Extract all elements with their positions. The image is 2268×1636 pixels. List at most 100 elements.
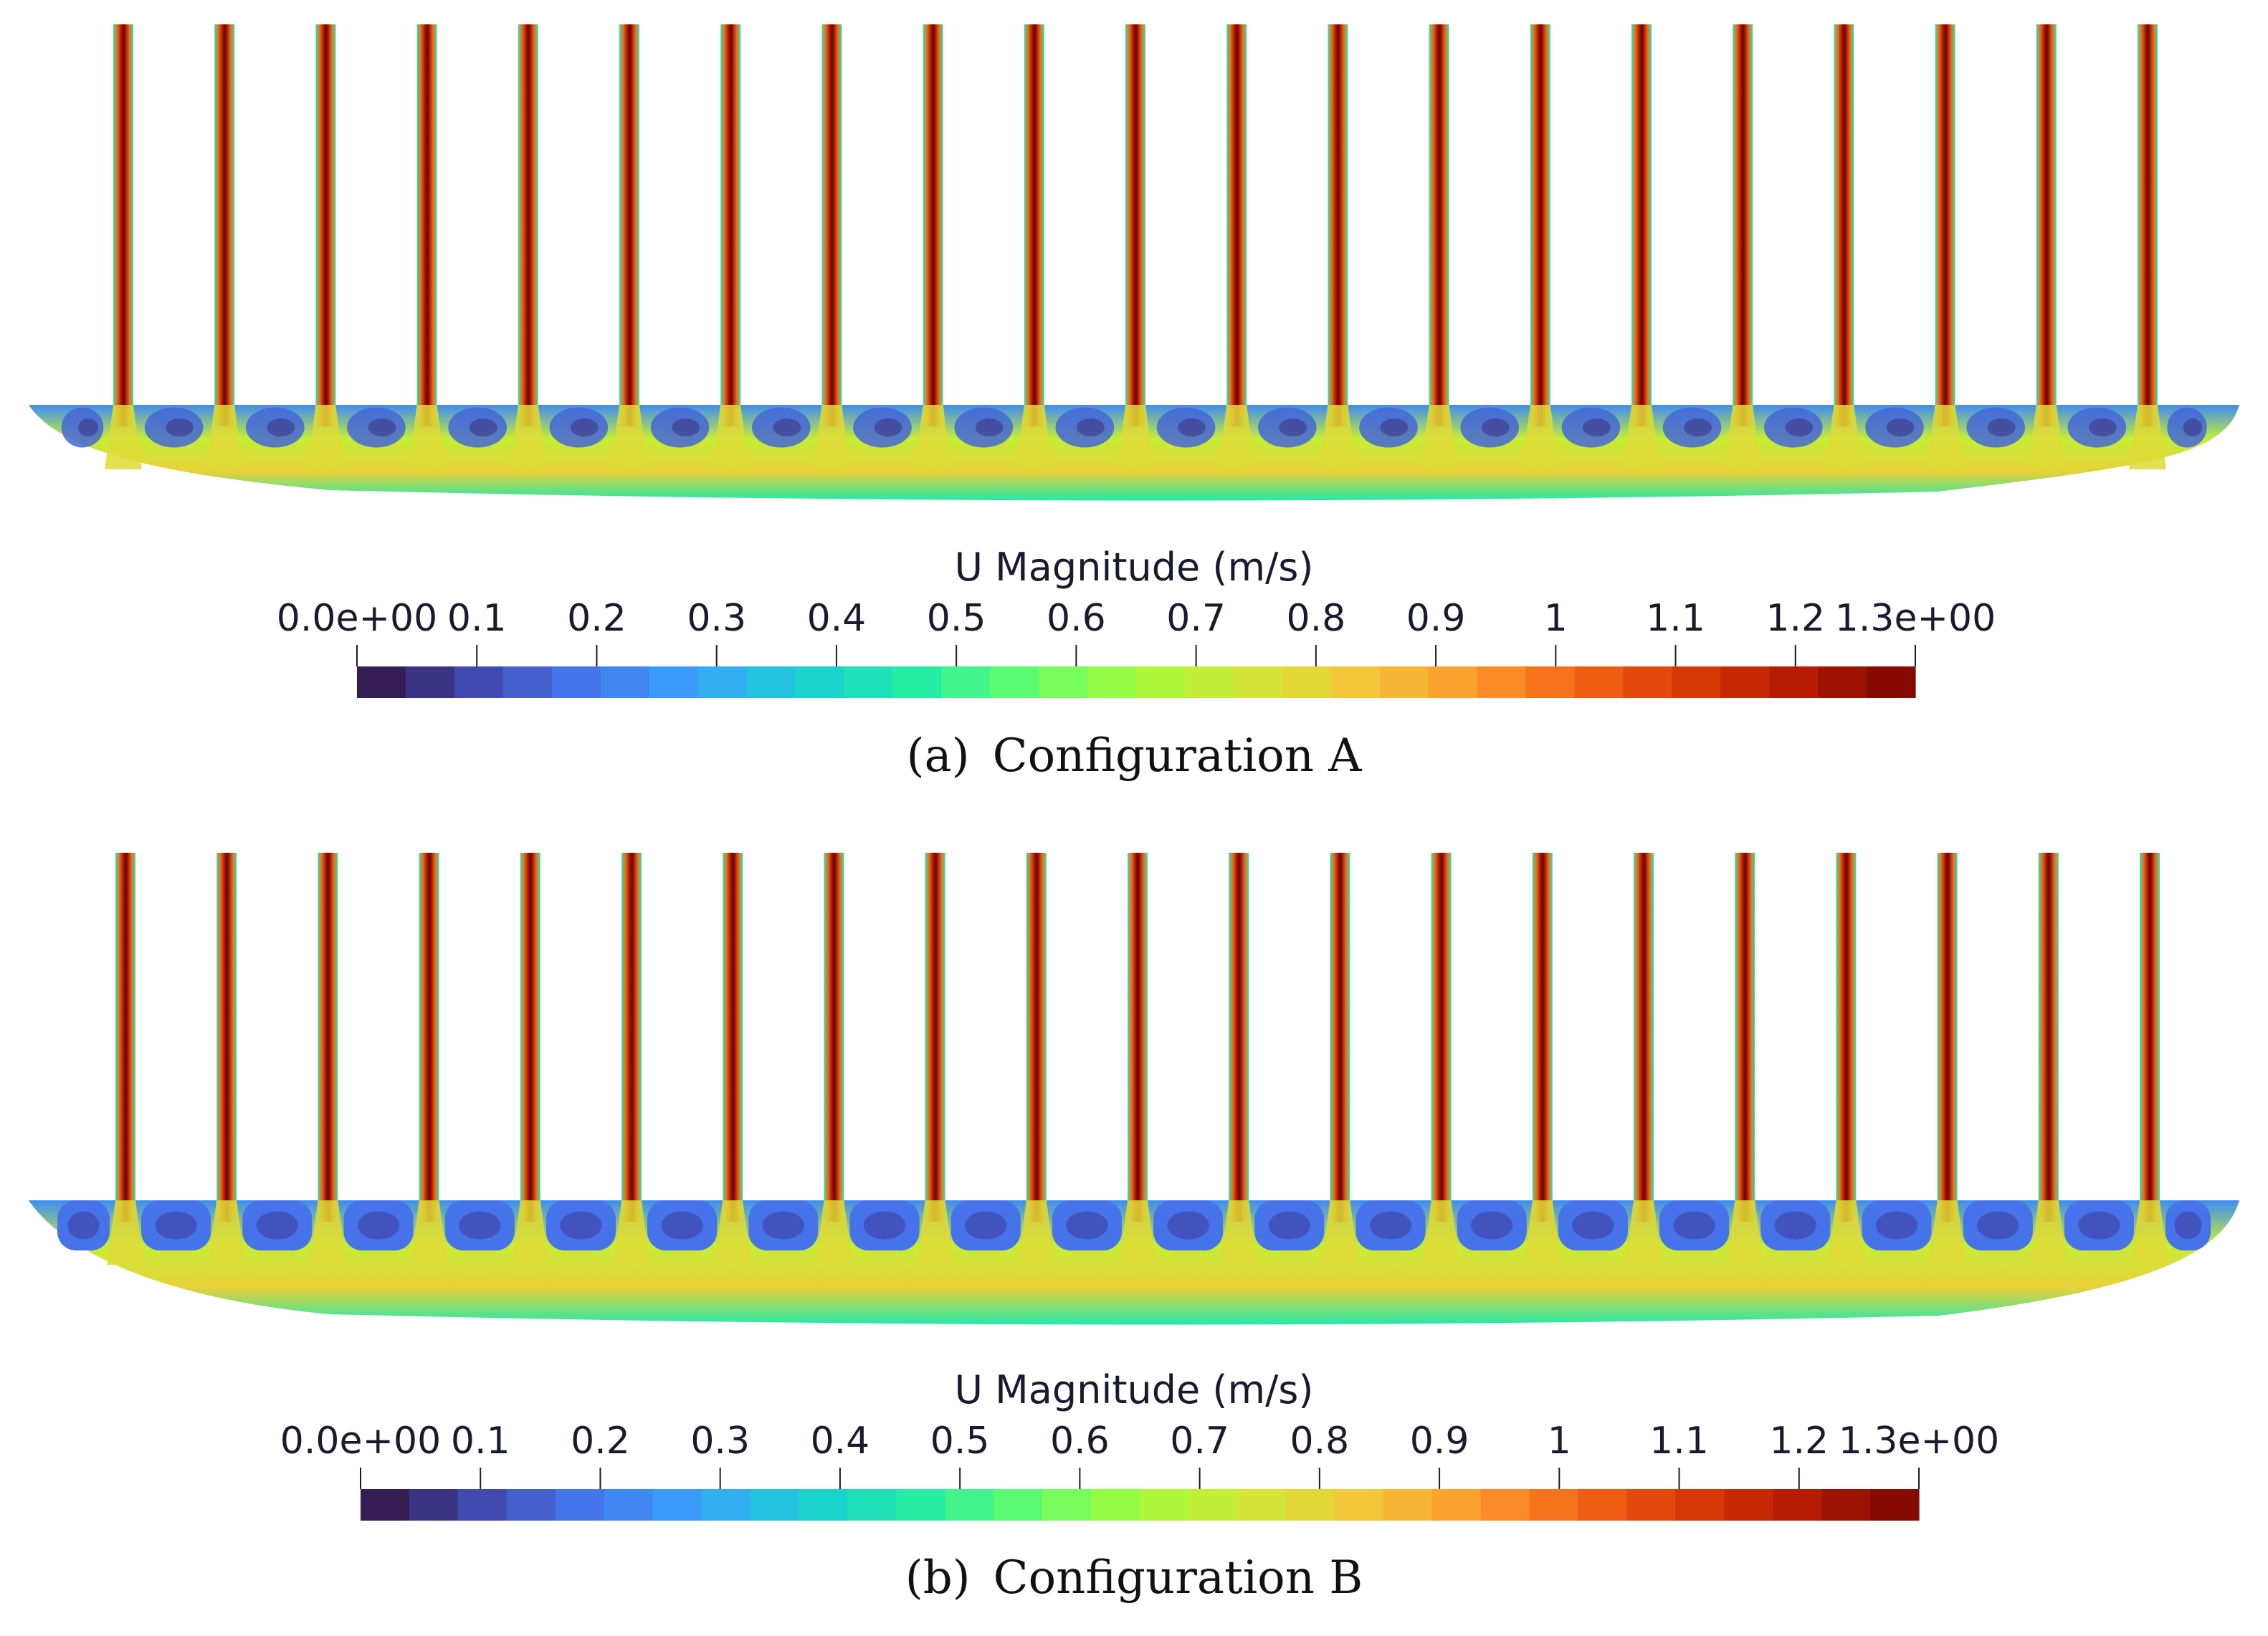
- vortex-core: [1369, 1211, 1412, 1240]
- tube-13: [1328, 24, 1348, 426]
- colorbar-band: [409, 1489, 459, 1521]
- tube-5: [520, 853, 540, 1222]
- colorbar-band: [1042, 1489, 1092, 1521]
- vortex-core: [570, 418, 599, 437]
- jet-plume-8: [815, 1200, 853, 1265]
- jet-plume-2: [208, 1200, 246, 1265]
- vortex-core: [368, 418, 396, 437]
- colorbar-band: [1769, 666, 1819, 698]
- vortex-core: [2174, 1211, 2202, 1240]
- tube-13: [1330, 853, 1350, 1222]
- colorbar-band: [1477, 666, 1527, 698]
- vortex-core: [874, 418, 902, 437]
- colorbar-tick-label: 0.8: [1290, 1420, 1349, 1463]
- vortex-core: [357, 1211, 400, 1240]
- colorbar-band: [1818, 666, 1867, 698]
- velocity-field-a: U Magnitude (m/s) 0.0e+00 0.1 0.2 0.3 0.4 0.5…: [29, 24, 2239, 698]
- colorbar-tick-label: 1.3e+00: [1839, 1420, 1999, 1463]
- colorbar-band: [1672, 666, 1721, 698]
- colorbar-band: [1233, 666, 1283, 698]
- tube-4: [416, 24, 437, 426]
- vortex-core: [1279, 418, 1307, 437]
- colorbar-band: [697, 666, 748, 698]
- colorbar-tick-label: 0.1: [447, 597, 507, 640]
- vortex-core: [560, 1211, 602, 1240]
- jet-plume-6: [611, 405, 648, 469]
- jet-plume-10: [1017, 1200, 1055, 1265]
- colorbar-tick-label: 0.5: [930, 1420, 990, 1463]
- tube-10: [1024, 24, 1044, 426]
- colorbar-band: [1285, 1489, 1335, 1521]
- colorbar-band: [1184, 666, 1234, 698]
- colorbar-band: [1821, 1489, 1871, 1521]
- colorbar-band: [1330, 666, 1381, 698]
- colorbar-tick-label: 0.3: [690, 1420, 750, 1463]
- tube-7: [723, 853, 743, 1222]
- tube-19: [1935, 24, 1955, 426]
- vortex-core: [1380, 418, 1409, 437]
- colorbar-band: [551, 666, 601, 698]
- colorbar-tick-label: 1.1: [1649, 1420, 1709, 1463]
- colorbar-tick-label: 0.0e+00: [277, 597, 437, 640]
- jet-plume-21: [2131, 1200, 2168, 1265]
- colorbar-band: [945, 1489, 994, 1521]
- colorbar-band: [604, 1489, 654, 1521]
- jet-plume-17: [1726, 1200, 1764, 1265]
- colorbar-tick-label: 0.0e+00: [280, 1420, 441, 1463]
- vortex-core: [762, 1211, 804, 1240]
- colorbar-band: [600, 666, 650, 698]
- colorbar-band: [1282, 666, 1332, 698]
- jet-plume-20: [2029, 1200, 2067, 1265]
- tube-7: [720, 24, 741, 426]
- colorbar-band: [1379, 666, 1429, 698]
- vortex-core: [1582, 418, 1611, 437]
- vortex-core: [256, 1211, 298, 1240]
- tube-18: [1834, 24, 1854, 426]
- jet-plume-3: [307, 405, 345, 469]
- colorbar-tick-label: 0.6: [1047, 597, 1106, 640]
- colorbar-band: [502, 666, 553, 698]
- tube-21: [2138, 24, 2158, 426]
- tube-3: [318, 853, 338, 1222]
- tube-19: [1937, 853, 1958, 1222]
- jet-plume-16: [1623, 405, 1660, 469]
- colorbar-band: [652, 1489, 702, 1521]
- vortex-core: [1987, 418, 2016, 437]
- colorbar-band: [506, 1489, 556, 1521]
- tube-2: [216, 853, 237, 1222]
- caption-b: (b) Configuration B: [905, 1551, 1363, 1604]
- jet-plume-14: [1420, 405, 1458, 469]
- colorbar-band: [454, 666, 504, 698]
- colorbar-band: [357, 666, 406, 698]
- vortex-core: [965, 1211, 1007, 1240]
- colorbar-b: U Magnitude (m/s) 0.0e+00 0.1 0.2 0.3 0.4 0.5…: [280, 1367, 1999, 1521]
- colorbar-band: [1867, 666, 1916, 698]
- vortex-core: [469, 418, 497, 437]
- colorbar-band: [1428, 666, 1478, 698]
- vortex-core: [1774, 1211, 1816, 1240]
- tube-9: [923, 24, 943, 426]
- jet-plume-13: [1321, 1200, 1359, 1265]
- jet-plume-12: [1220, 1200, 1258, 1265]
- colorbar-band: [844, 666, 893, 698]
- jet-plume-20: [2027, 405, 2065, 469]
- jet-plume-10: [1015, 405, 1053, 469]
- colorbar-band: [649, 666, 699, 698]
- colorbar-band: [1578, 1489, 1627, 1521]
- jet-plume-2: [206, 405, 244, 469]
- colorbar-band: [994, 1489, 1043, 1521]
- colorbar-band: [457, 1489, 508, 1521]
- colorbar-band: [1480, 1489, 1530, 1521]
- colorbar-band: [1334, 1489, 1384, 1521]
- tube-10: [1026, 853, 1047, 1222]
- jet-plume-5: [511, 1200, 549, 1265]
- vortex-core: [267, 418, 295, 437]
- colorbar-tick-label: 1.2: [1766, 597, 1825, 640]
- jet-plume-8: [813, 405, 851, 469]
- tube-18: [1836, 853, 1857, 1222]
- jet-plume-9: [914, 405, 952, 469]
- colorbar-band: [1529, 1489, 1579, 1521]
- colorbar-band: [1525, 666, 1576, 698]
- colorbar-tick-label: 1: [1544, 597, 1568, 640]
- tube-11: [1125, 24, 1145, 426]
